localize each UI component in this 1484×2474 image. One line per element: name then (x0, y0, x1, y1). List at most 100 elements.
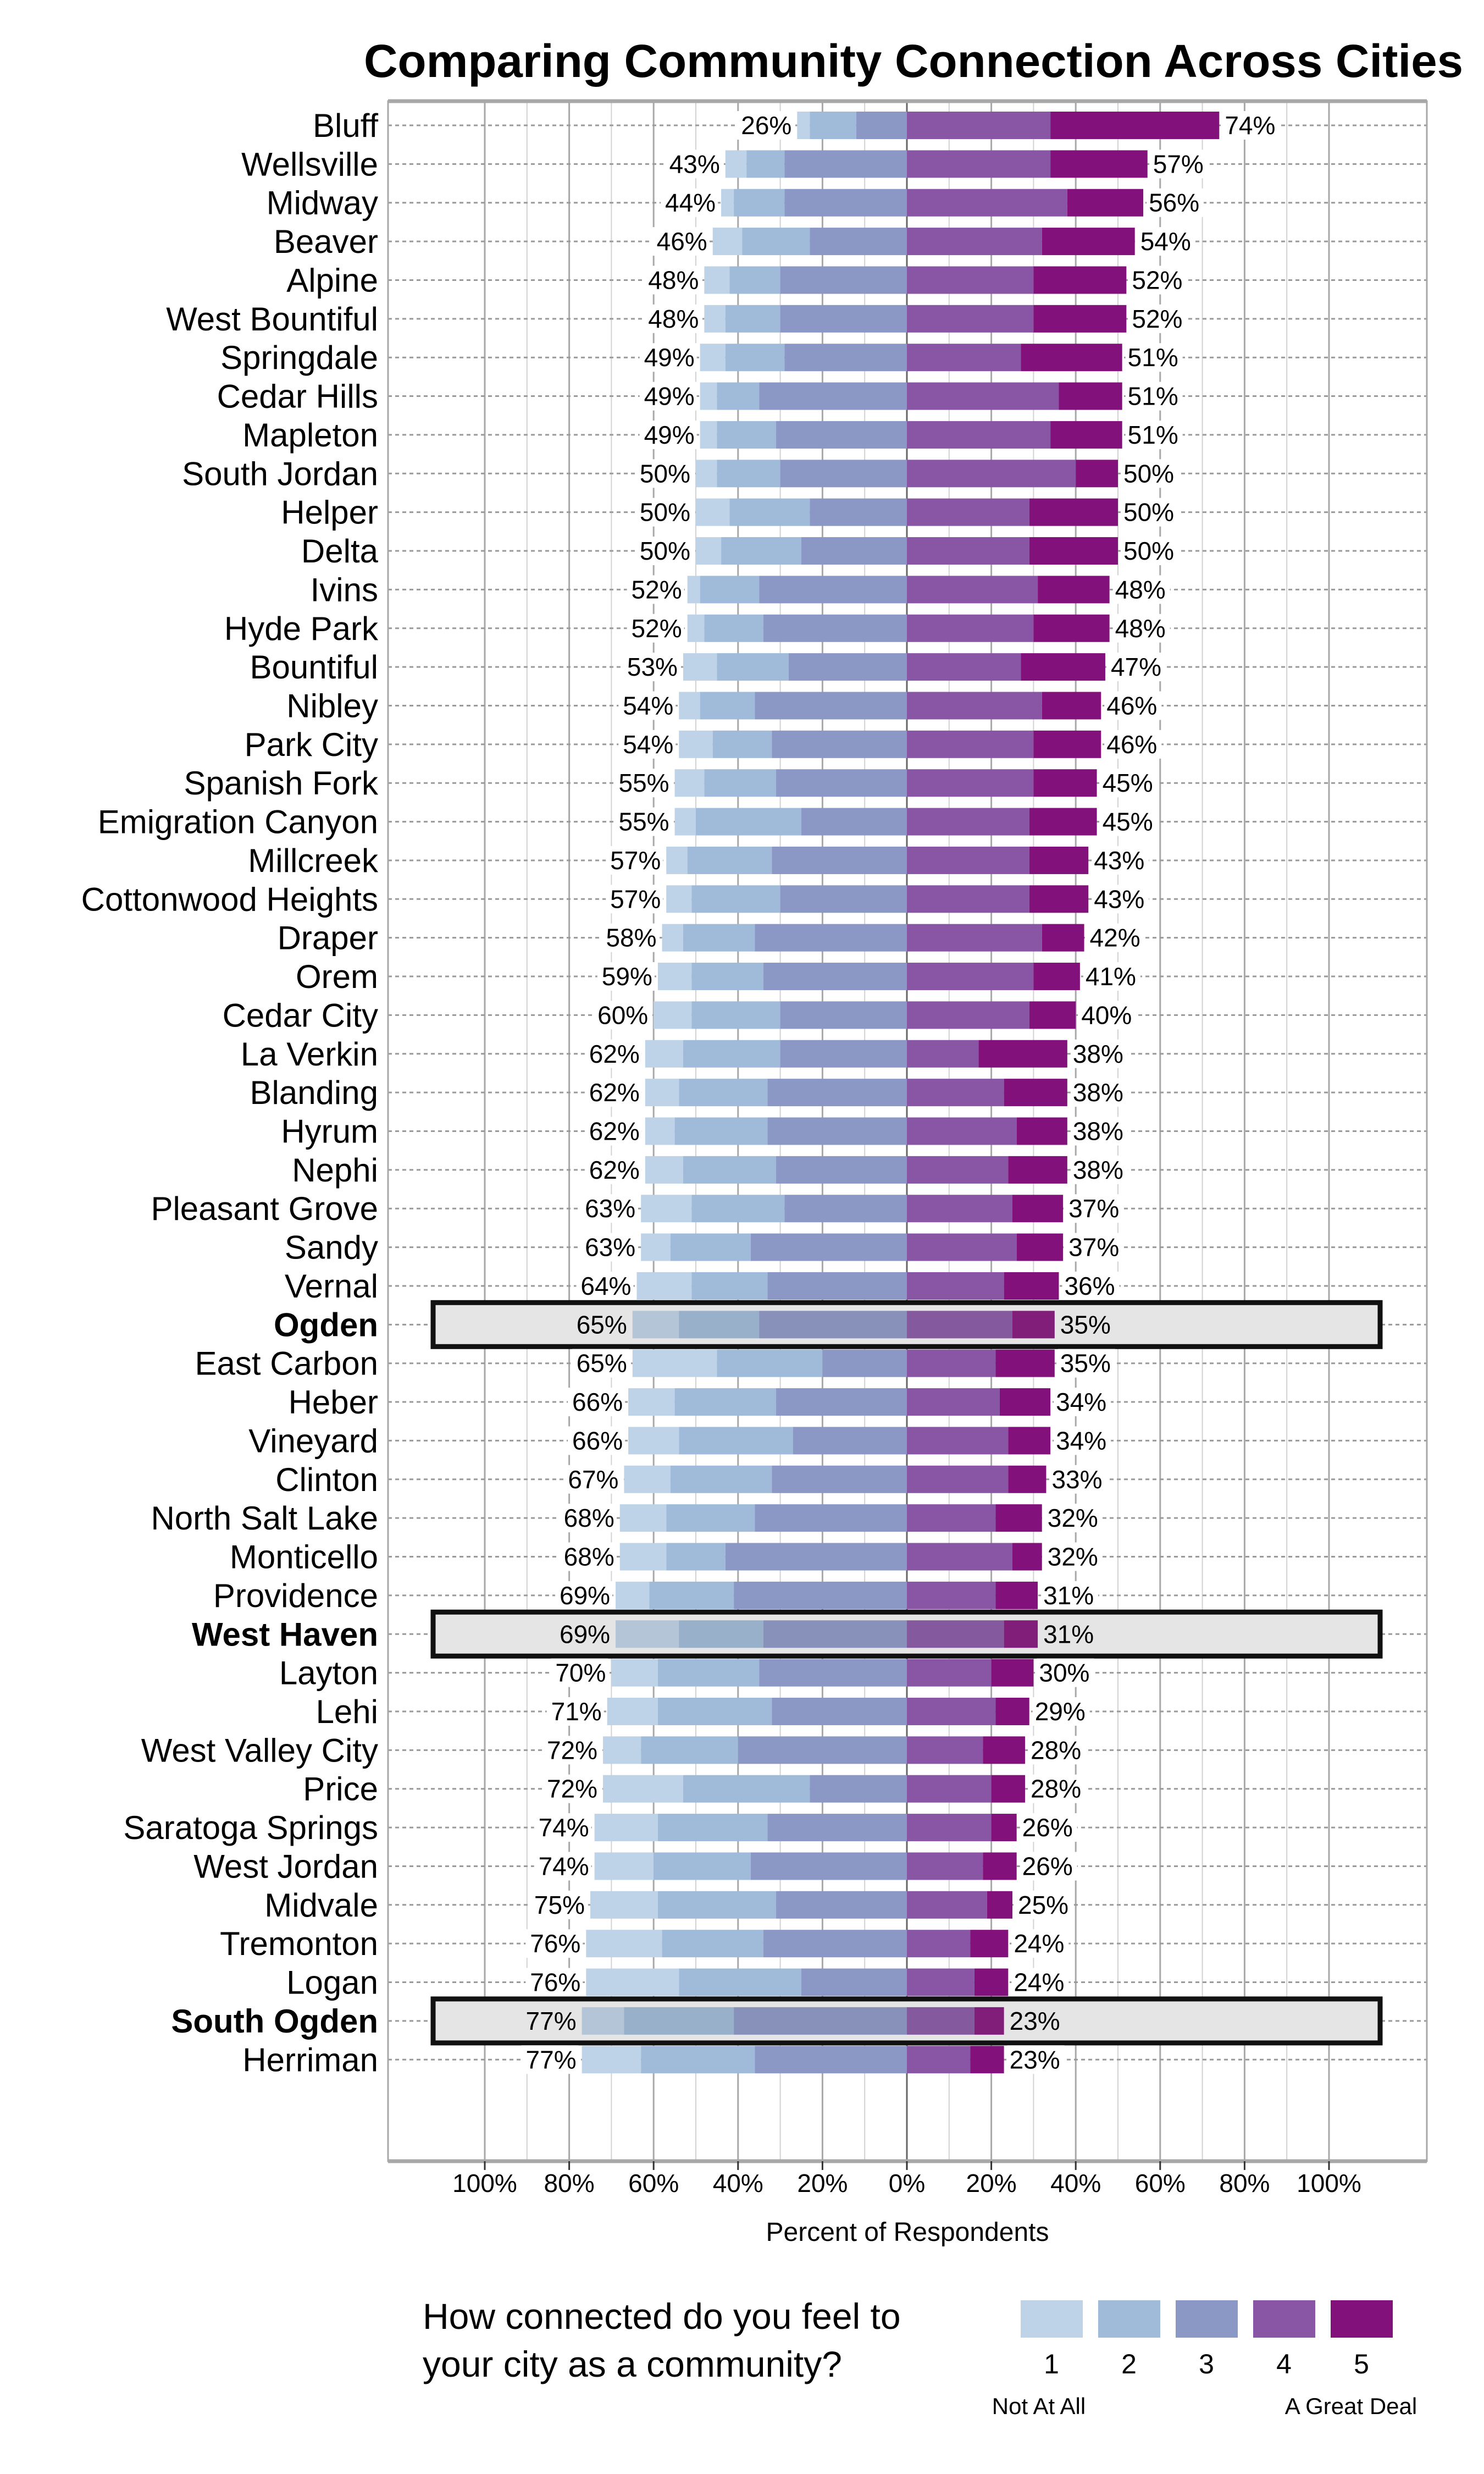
label-backing (555, 1581, 613, 1610)
positive-total-label: 51% (1128, 421, 1178, 449)
negative-total-label: 76% (530, 1929, 580, 1958)
x-tick-label: 80% (544, 2169, 595, 2197)
positive-total-label: 31% (1043, 1581, 1094, 1610)
x-tick-label: 40% (713, 2169, 763, 2197)
city-label: Cottonwood Heights (81, 881, 378, 918)
bar-segment-3 (772, 730, 907, 758)
bar-segment-3 (793, 1427, 907, 1455)
bar-segment-1 (700, 421, 717, 449)
label-backing (521, 2045, 579, 2074)
city-label: Layton (279, 1655, 378, 1692)
bar-segment-4 (907, 498, 1029, 526)
city-label: Nibley (286, 687, 378, 724)
bar-segment-5 (1016, 1117, 1067, 1145)
bar-segment-4 (907, 421, 1051, 449)
positive-total-label: 29% (1035, 1697, 1086, 1726)
bar-segment-3 (780, 305, 907, 333)
bar-row: 60% 40% Cedar City (223, 997, 1137, 1034)
bar-row: 76% 24% Logan (286, 1964, 1069, 2001)
label-backing (614, 807, 672, 836)
bar-segment-2 (641, 1736, 738, 1764)
bar-row: 62% 38% Blanding (250, 1074, 1128, 1111)
bar-segment-3 (759, 576, 907, 604)
label-backing (534, 1852, 591, 1881)
bar-segment-2 (657, 1814, 768, 1842)
positive-total-label: 45% (1103, 769, 1153, 797)
city-label: Nephi (292, 1152, 378, 1189)
negative-total-label: 77% (526, 2007, 577, 2035)
label-backing (584, 1039, 642, 1068)
label-backing (606, 846, 663, 875)
bar-row: 46% 54% Beaver (274, 223, 1195, 260)
legend-swatch-2 (1098, 2300, 1160, 2338)
bar-segment-5 (1012, 1543, 1042, 1571)
bar-segment-1 (590, 1891, 658, 1919)
bar-segment-5 (970, 2046, 1004, 2074)
negative-total-label: 60% (597, 1001, 648, 1029)
positive-total-label: 33% (1051, 1465, 1102, 1494)
bar-segment-5 (1021, 653, 1105, 681)
label-backing (1007, 2045, 1065, 2074)
positive-total-label: 36% (1064, 1272, 1115, 1300)
legend-title-line-1: How connected do you feel to (423, 2296, 901, 2337)
x-axis-label: Percent of Respondents (766, 2218, 1049, 2247)
bar-segment-1 (582, 2007, 624, 2035)
label-backing (530, 1890, 587, 1919)
bar-segment-3 (772, 1697, 907, 1725)
bar-segment-2 (700, 692, 755, 720)
label-backing (542, 1736, 600, 1765)
bar-segment-2 (725, 344, 785, 372)
city-label: Saratoga Springs (123, 1809, 378, 1846)
city-label: Springdale (220, 339, 378, 376)
positive-total-label: 56% (1149, 189, 1199, 217)
bar-segment-3 (784, 150, 907, 178)
bar-segment-1 (712, 228, 743, 256)
bar-row: 57% 43% Millcreek (248, 842, 1149, 879)
bar-segment-5 (991, 1775, 1026, 1803)
label-backing (580, 1194, 638, 1223)
positive-total-label: 43% (1094, 885, 1144, 913)
city-label: Draper (278, 920, 378, 957)
bar-segment-2 (746, 150, 785, 178)
bar-row: 63% 37% Sandy (285, 1229, 1124, 1266)
bar-row: 49% 51% Springdale (220, 339, 1183, 376)
bar-segment-5 (983, 1852, 1017, 1880)
bar-row: 49% 51% Cedar Hills (217, 378, 1183, 415)
x-tick-label: 20% (797, 2169, 848, 2197)
legend-swatch-1 (1021, 2300, 1083, 2338)
bar-segment-3 (784, 189, 907, 217)
city-label: Cedar Hills (217, 378, 378, 415)
bar-segment-1 (679, 730, 713, 758)
positive-total-label: 51% (1128, 382, 1178, 411)
city-label: Cedar City (223, 997, 378, 1034)
bar-segment-1 (586, 1930, 662, 1958)
bar-segment-5 (1050, 112, 1220, 139)
bar-segment-2 (666, 1504, 755, 1532)
label-backing (639, 343, 697, 372)
bar-row: 48% 52% Alpine (286, 262, 1187, 299)
bar-segment-2 (725, 305, 780, 333)
bar-segment-3 (759, 1659, 907, 1687)
bar-segment-3 (784, 1195, 907, 1223)
bar-segment-4 (907, 1465, 1009, 1493)
city-label: Wellsville (241, 146, 378, 183)
label-backing (542, 1774, 600, 1803)
bar-segment-4 (907, 305, 1034, 333)
label-backing (1054, 1426, 1111, 1455)
bar-segment-3 (776, 769, 907, 797)
highlight-bar-tint (616, 1620, 1038, 1648)
bar-segment-4 (907, 1659, 992, 1687)
bar-segment-2 (670, 1233, 751, 1261)
negative-total-label: 58% (606, 924, 656, 952)
bar-row: 43% 57% Wellsville (241, 146, 1208, 183)
bar-segment-4 (907, 344, 1021, 372)
bar-row: 59% 41% Orem (296, 958, 1140, 995)
city-label: Beaver (274, 223, 378, 260)
negative-total-label: 49% (644, 421, 695, 449)
positive-total-label: 26% (1022, 1813, 1073, 1842)
bar-segment-3 (759, 1311, 907, 1339)
bar-segment-2 (696, 808, 801, 836)
legend-label-4: 4 (1276, 2349, 1292, 2379)
city-label: Price (303, 1771, 378, 1808)
bar-segment-4 (907, 1930, 971, 1958)
